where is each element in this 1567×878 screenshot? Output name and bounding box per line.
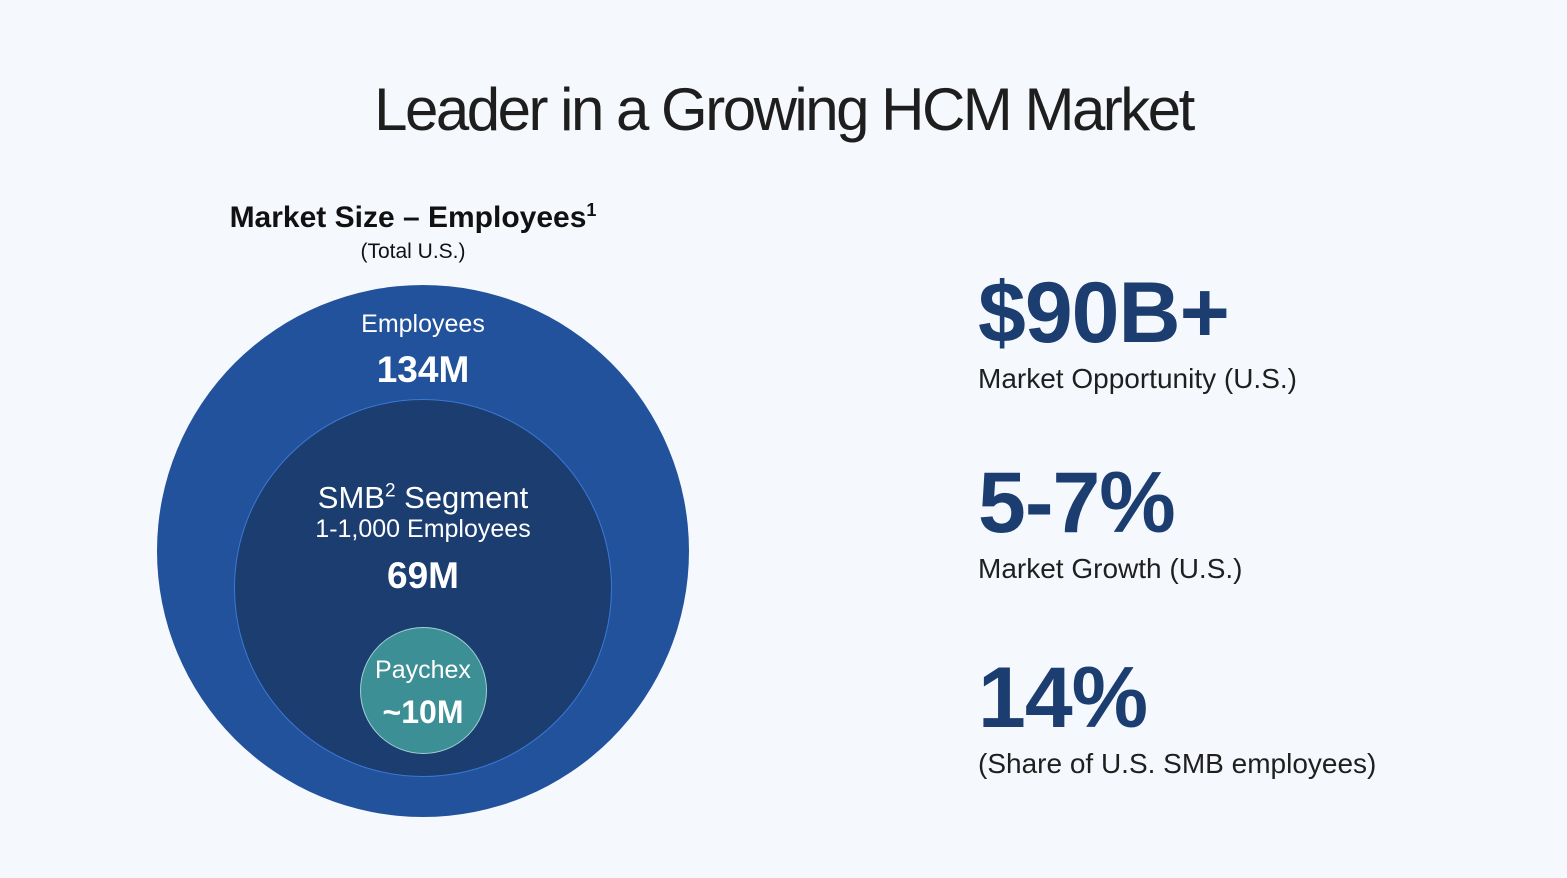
total-employees-label: Employees <box>361 310 485 338</box>
stat-label: Market Opportunity (U.S.) <box>978 363 1297 394</box>
smb-segment-label: SMB2 Segment <box>223 480 623 516</box>
slide-title: Leader in a Growing HCM Market <box>374 76 1195 143</box>
footnote-marker: 2 <box>384 480 396 502</box>
stat-value: 5-7% <box>978 455 1176 551</box>
stat-label: (Share of U.S. SMB employees) <box>978 748 1377 779</box>
stat-smb-share: 14% (Share of U.S. SMB employees) <box>978 655 1376 781</box>
segment-label-text: Segment <box>395 480 529 515</box>
footnote-marker: 1 <box>586 200 597 220</box>
smb-label-text: SMB <box>317 480 385 515</box>
stat-value: 14% <box>978 650 1148 746</box>
paychex-label: Paychex <box>375 656 471 684</box>
stat-market-growth: 5-7% Market Growth (U.S.) <box>978 460 1242 586</box>
paychex-value: ~10M <box>382 694 464 730</box>
stat-value: $90B+ <box>978 265 1230 361</box>
stat-label: Market Growth (U.S.) <box>978 553 1243 584</box>
diagram-heading: Market Size – Employees1 <box>163 198 663 238</box>
smb-segment-sublabel: 1-1,000 Employees <box>315 515 531 543</box>
paychex-circle <box>360 627 487 754</box>
smb-segment-value: 69M <box>387 555 459 596</box>
diagram-heading-text: Market Size – Employees <box>229 201 587 234</box>
total-employees-value: 134M <box>376 349 470 390</box>
diagram-subheading: (Total U.S.) <box>360 240 466 263</box>
stat-market-opportunity: $90B+ Market Opportunity (U.S.) <box>978 270 1297 396</box>
